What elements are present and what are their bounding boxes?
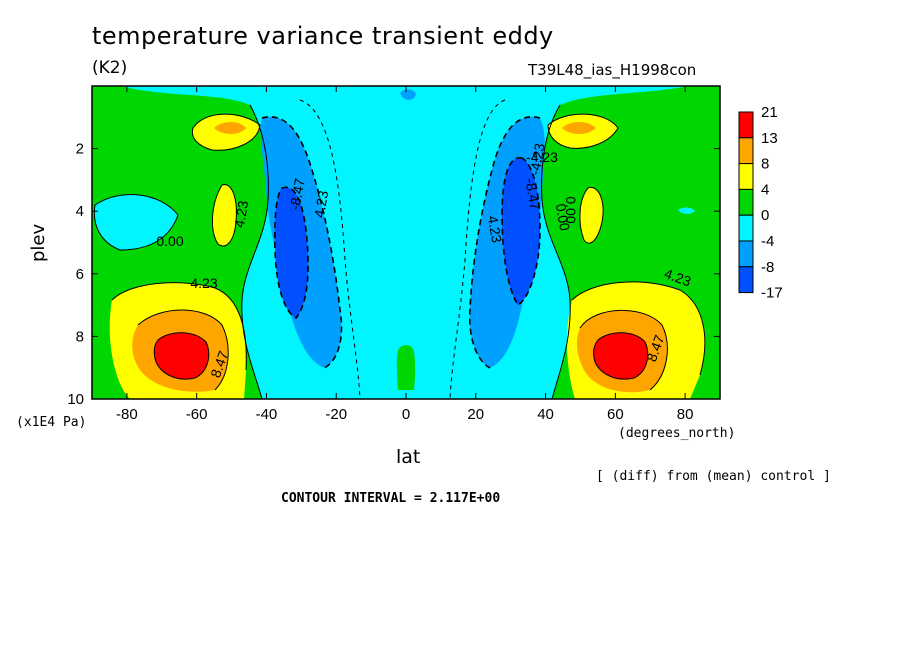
- colorbar-swatch: [738, 188, 754, 216]
- y-tick-label: 6: [76, 266, 84, 283]
- y-tick-label: 4: [76, 203, 84, 220]
- fill-blue-right: [502, 157, 540, 305]
- x-tick-label: 60: [607, 406, 624, 423]
- plot-area: [92, 86, 720, 399]
- contour-line: [241, 104, 269, 399]
- x-tick-label: -20: [325, 406, 347, 423]
- contour-line-negative: [299, 99, 361, 399]
- contour-line: [93, 194, 179, 251]
- chart-title: temperature variance transient eddy: [92, 22, 554, 50]
- fill-orange-upperright: [562, 122, 596, 134]
- contour-line-negative: [449, 99, 506, 399]
- contour-label: 0.00: [563, 196, 579, 223]
- contour-line: [153, 332, 210, 380]
- contour-line: [211, 184, 237, 247]
- contour-label: 0.00: [553, 202, 574, 232]
- colorbar-label: 4: [761, 181, 769, 198]
- contour-label: 0.00: [156, 233, 183, 249]
- y-axis-units: (x1E4 Pa): [16, 415, 87, 430]
- contour-label: 4.23: [485, 214, 506, 244]
- comparison-note: [ (diff) from (mean) control ]: [596, 469, 831, 484]
- contour-label: 4.23: [190, 275, 217, 291]
- contour-line-negative: [261, 116, 343, 369]
- x-tick-label: 0: [402, 406, 410, 423]
- y-tick-label: 8: [76, 328, 84, 345]
- fill-yellow-midright: [579, 187, 604, 244]
- contour-line: [191, 113, 261, 151]
- colorbar-swatch: [738, 137, 754, 165]
- fill-yellow-midleft: [212, 184, 237, 246]
- fill-green-equator: [396, 344, 416, 390]
- x-tick-label: 40: [537, 406, 554, 423]
- fill-cyan-blob-left: [94, 194, 178, 250]
- contour-line: [547, 113, 619, 149]
- fill-red-lowerright: [593, 332, 648, 380]
- contour-label: -8.47: [522, 177, 543, 211]
- contour-interval: CONTOUR INTERVAL = 2.117E+00: [281, 491, 501, 506]
- colorbar-swatch: [738, 266, 754, 294]
- colorbar-label: 0: [761, 207, 769, 224]
- contour-label: 4.23: [231, 199, 252, 229]
- contour-line: [541, 104, 571, 399]
- units-label: (K2): [92, 58, 128, 78]
- colorbar-swatch: [738, 111, 754, 139]
- contour-label: -4.23: [526, 149, 558, 165]
- contour-line-negative: [273, 186, 309, 319]
- fill-blue-left: [274, 187, 309, 318]
- colorbar-label: -8: [761, 259, 774, 276]
- colorbar-swatch: [738, 163, 754, 190]
- fill-red-lowerleft: [154, 332, 209, 380]
- colorbar-label: 13: [761, 130, 778, 147]
- colorbar-label: -4: [761, 233, 774, 250]
- fill-cyan-center: [120, 86, 690, 399]
- contour-line-negative: [501, 157, 541, 307]
- colorbar-swatch: [738, 214, 754, 242]
- x-tick-label: 20: [467, 406, 484, 423]
- axis-ticks: -80 -60 -40 -20 0 20 40 60 80 2 4 6 8 10: [67, 86, 720, 423]
- contour-line: [579, 309, 668, 391]
- y-tick-label: 10: [67, 391, 84, 408]
- y-tick-label: 2: [76, 141, 84, 158]
- fill-orange-upperleft: [214, 122, 246, 134]
- contour-label: 4.23: [311, 189, 332, 219]
- contour-line: [137, 309, 229, 391]
- run-id-label: T39L48_ias_H1998con: [528, 61, 697, 79]
- x-axis-units: (degrees_north): [618, 426, 736, 441]
- x-axis-label: lat: [396, 446, 421, 468]
- colorbar: 21 13 8 4 0 -4 -8 -17: [738, 104, 783, 302]
- fill-cyan-blob-right: [678, 207, 695, 214]
- contour-line: [571, 281, 706, 376]
- x-tick-label: 80: [677, 406, 694, 423]
- contour-line: [593, 332, 649, 380]
- contour-line-negative: [468, 116, 541, 369]
- contour-line: [579, 186, 604, 244]
- colorbar-label: 21: [761, 104, 778, 121]
- colorbar-label: -17: [761, 285, 783, 302]
- contour-label: -4.23: [526, 142, 547, 176]
- contour-label: -8.47: [286, 177, 307, 211]
- colorbar-swatch: [738, 240, 754, 268]
- x-tick-label: -60: [186, 406, 208, 423]
- fill-cyan-blob-top: [400, 89, 416, 100]
- x-tick-label: -40: [256, 406, 278, 423]
- x-tick-label: -80: [116, 406, 138, 423]
- colorbar-label: 8: [761, 156, 769, 173]
